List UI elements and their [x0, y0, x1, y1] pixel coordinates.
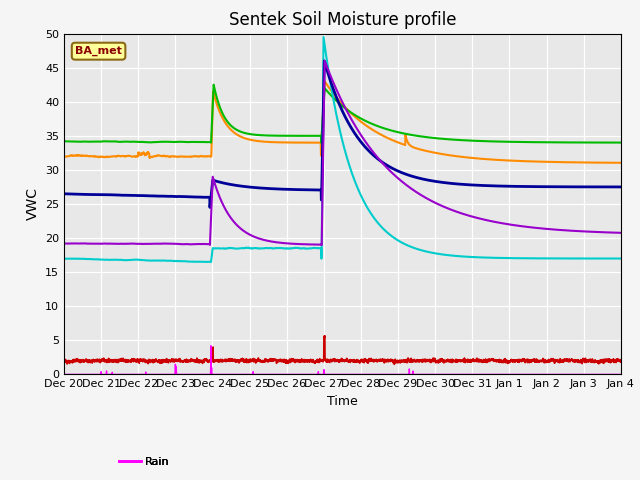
Line: -40cm: -40cm — [64, 37, 621, 262]
Line: -20cm: -20cm — [64, 81, 621, 163]
X-axis label: Time: Time — [327, 395, 358, 408]
-10cm — [617, 359, 625, 365]
-60cm — [606, 229, 614, 235]
-20cm — [546, 159, 554, 165]
Line: Rain: Rain — [64, 346, 621, 374]
-60cm — [124, 241, 131, 247]
-60cm — [547, 227, 554, 232]
-30cm — [298, 133, 306, 139]
Rain — [274, 372, 282, 377]
-40cm — [617, 256, 625, 262]
-20cm — [124, 153, 131, 159]
Line: -50cm: -50cm — [64, 61, 621, 207]
-30cm — [606, 140, 614, 145]
-10cm — [606, 359, 614, 364]
-60cm — [60, 240, 68, 246]
-20cm — [606, 160, 614, 166]
-50cm — [321, 58, 328, 64]
Line: -60cm: -60cm — [64, 61, 621, 245]
Line: -30cm: -30cm — [64, 84, 621, 143]
-40cm — [547, 255, 554, 261]
Rain — [124, 372, 131, 377]
-50cm — [60, 191, 68, 197]
-30cm — [60, 138, 68, 144]
-10cm — [60, 359, 68, 365]
Rain — [617, 372, 625, 377]
Title: Sentek Soil Moisture profile: Sentek Soil Moisture profile — [228, 11, 456, 29]
-60cm — [206, 242, 214, 248]
Rain — [157, 372, 164, 377]
Y-axis label: VWC: VWC — [26, 188, 40, 220]
-10cm — [321, 333, 329, 339]
-50cm — [298, 187, 306, 192]
-10cm — [298, 356, 305, 362]
Rain — [298, 372, 306, 377]
-30cm — [617, 140, 625, 145]
-60cm — [617, 230, 625, 236]
-50cm — [274, 186, 282, 192]
-10cm — [274, 358, 282, 364]
-50cm — [206, 204, 214, 210]
-30cm — [547, 139, 554, 145]
-20cm — [321, 78, 328, 84]
-20cm — [298, 140, 305, 145]
-50cm — [547, 184, 554, 190]
Line: -10cm: -10cm — [64, 336, 621, 364]
Rain — [546, 372, 554, 377]
-60cm — [298, 241, 306, 247]
-60cm — [274, 240, 282, 245]
-30cm — [157, 139, 164, 144]
Text: BA_met: BA_met — [75, 46, 122, 56]
-50cm — [606, 184, 614, 190]
-30cm — [274, 133, 282, 139]
-20cm — [60, 154, 68, 159]
-10cm — [124, 360, 131, 365]
-20cm — [617, 160, 625, 166]
-60cm — [157, 241, 164, 247]
-50cm — [157, 193, 164, 199]
-30cm — [124, 139, 131, 144]
-30cm — [210, 82, 218, 87]
-40cm — [320, 34, 328, 40]
-50cm — [124, 192, 131, 198]
-40cm — [60, 256, 68, 262]
-40cm — [124, 257, 131, 263]
-40cm — [206, 259, 214, 265]
-40cm — [274, 245, 282, 251]
-10cm — [390, 361, 398, 367]
-40cm — [157, 258, 164, 264]
-30cm — [317, 140, 325, 146]
-40cm — [298, 246, 306, 252]
Legend: Rain: Rain — [114, 452, 174, 471]
-20cm — [274, 139, 282, 145]
-60cm — [321, 58, 328, 64]
Rain — [60, 372, 68, 377]
-50cm — [617, 184, 625, 190]
-40cm — [606, 256, 614, 262]
-10cm — [157, 358, 164, 364]
Rain — [207, 343, 214, 348]
-10cm — [547, 357, 554, 363]
Rain — [606, 372, 614, 377]
-20cm — [157, 153, 164, 159]
